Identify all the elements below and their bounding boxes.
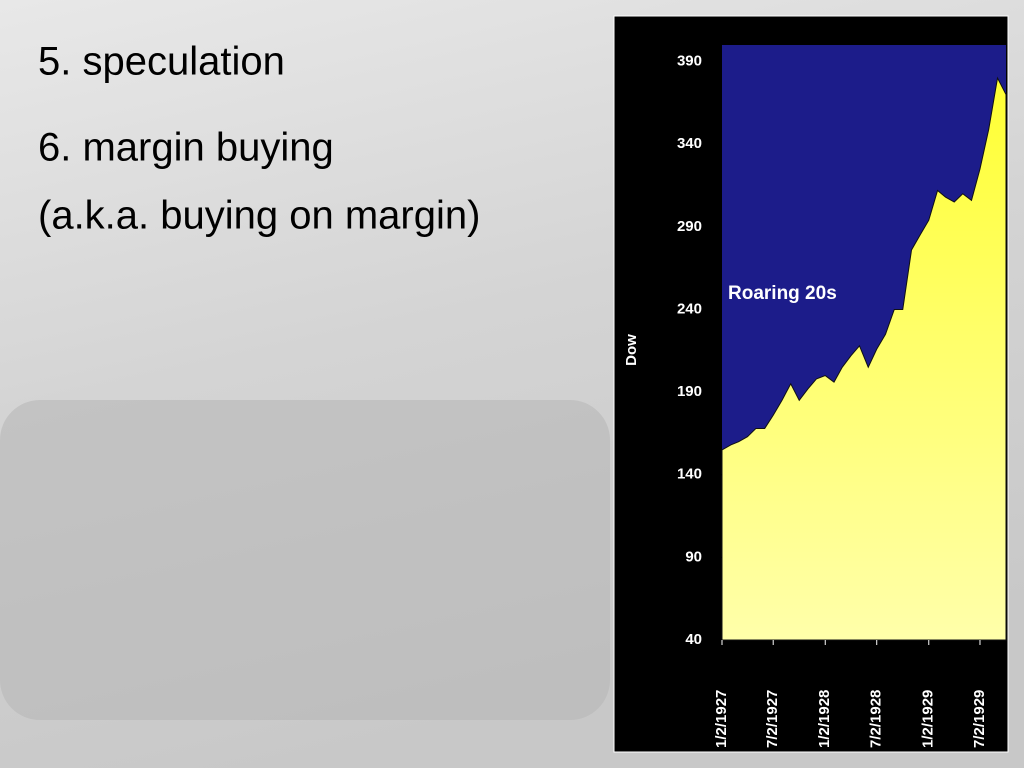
- x-tick-label: 7/2/1928: [868, 690, 885, 748]
- y-tick-label: 240: [677, 300, 702, 317]
- y-tick-label: 290: [677, 218, 702, 235]
- x-tick-label: 7/2/1929: [971, 690, 988, 748]
- y-tick-label: 390: [677, 52, 702, 69]
- y-tick-label: 90: [685, 548, 702, 565]
- x-tick-label: 7/2/1927: [764, 690, 781, 748]
- x-tick-label: 1/2/1929: [920, 690, 937, 748]
- annotation: Roaring 20s: [728, 283, 837, 304]
- y-tick-label: 340: [677, 135, 702, 152]
- bullet: (a.k.a. buying on margin): [38, 194, 480, 238]
- y-tick-label: 40: [685, 631, 702, 648]
- y-tick-label: 140: [677, 466, 702, 483]
- y-tick-label: 190: [677, 383, 702, 400]
- x-tick-label: 1/2/1927: [713, 690, 730, 748]
- area: [721, 76, 1007, 641]
- y-axis-label: Dow: [623, 334, 640, 366]
- crowd: [0, 400, 610, 720]
- bullet: 6. margin buying: [38, 126, 334, 170]
- bullet: 5. speculation: [38, 40, 285, 84]
- x-tick-label: 1/2/1928: [816, 690, 833, 748]
